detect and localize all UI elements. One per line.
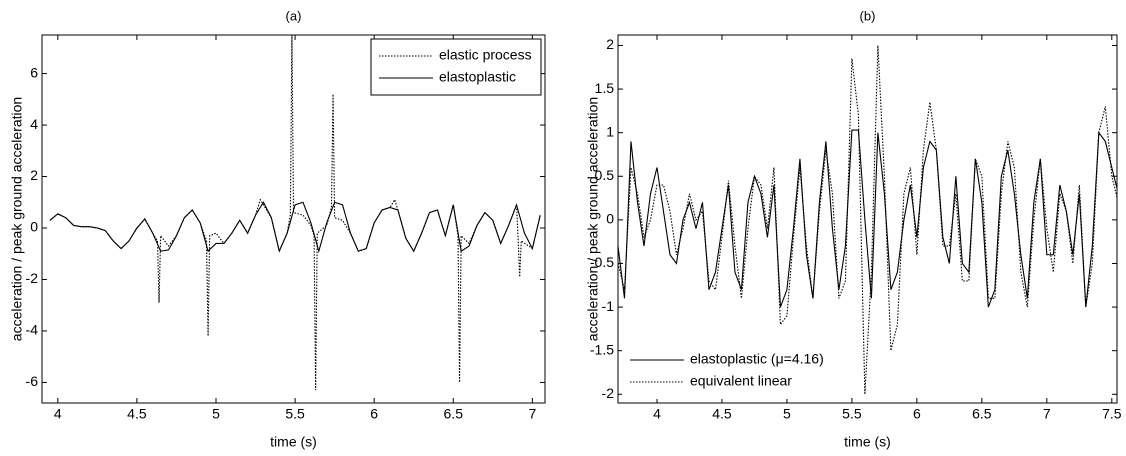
x-tick-label: 5.5 [842,406,862,422]
y-tick-label: -1 [602,298,615,314]
data-line [49,201,541,254]
chart-title: (b) [860,8,876,23]
legend-box [622,343,842,399]
legend-label: elastic process [439,47,532,63]
axes-box [41,34,546,404]
x-axis-label: time (s) [844,434,891,450]
x-tick-label: 7 [528,406,536,422]
x-tick-label: 5 [212,406,220,422]
x-tick-label: 6.5 [972,406,992,422]
x-tick-label: 7.5 [1102,406,1122,422]
x-tick-label: 5 [783,406,791,422]
data-line [618,45,1117,395]
axes-box [617,34,1118,404]
x-tick-label: 6 [370,406,378,422]
subplot: (a) time (s) acceleration / peak ground ac… [9,8,546,450]
y-tick-label: -6 [26,373,39,389]
y-axis-label: acceleration / peak ground acceleration [585,97,601,341]
y-tick-label: 4 [30,116,38,132]
y-tick-label: -0.5 [590,254,614,270]
chart-title: (a) [286,8,302,23]
y-tick-label: 1.5 [595,80,615,96]
y-tick-label: 0.5 [595,167,615,183]
x-tick-label: 5.5 [285,406,305,422]
data-line [618,129,1117,308]
x-tick-label: 4 [54,406,62,422]
legend-label: equivalent linear [690,373,792,389]
legend-label: elastoplastic (μ=4.16) [690,351,824,367]
x-axis-label: time (s) [270,434,317,450]
y-tick-label: 1 [606,123,614,139]
x-tick-label: 4 [653,406,661,422]
x-tick-label: 4.5 [127,406,147,422]
y-tick-label: 0 [606,211,614,227]
y-tick-label: 6 [30,64,38,80]
y-axis-label: acceleration / peak ground acceleration [9,97,25,341]
y-tick-label: -2 [602,385,615,401]
y-tick-label: 2 [606,36,614,52]
x-tick-label: 6.5 [444,406,464,422]
plot-area [42,35,545,403]
y-tick-label: -1.5 [590,341,614,357]
legend-label: elastoplastic [439,69,516,85]
y-tick-label: -4 [26,322,39,338]
subplot: (b) time (s) acceleration / peak ground ac… [585,8,1122,449]
x-tick-label: 6 [913,406,921,422]
y-tick-label: 2 [30,167,38,183]
legend-box [370,38,542,96]
x-tick-label: 7 [1043,406,1051,422]
y-tick-label: 0 [30,219,38,235]
x-tick-label: 4.5 [712,406,732,422]
y-tick-label: -2 [26,270,39,286]
